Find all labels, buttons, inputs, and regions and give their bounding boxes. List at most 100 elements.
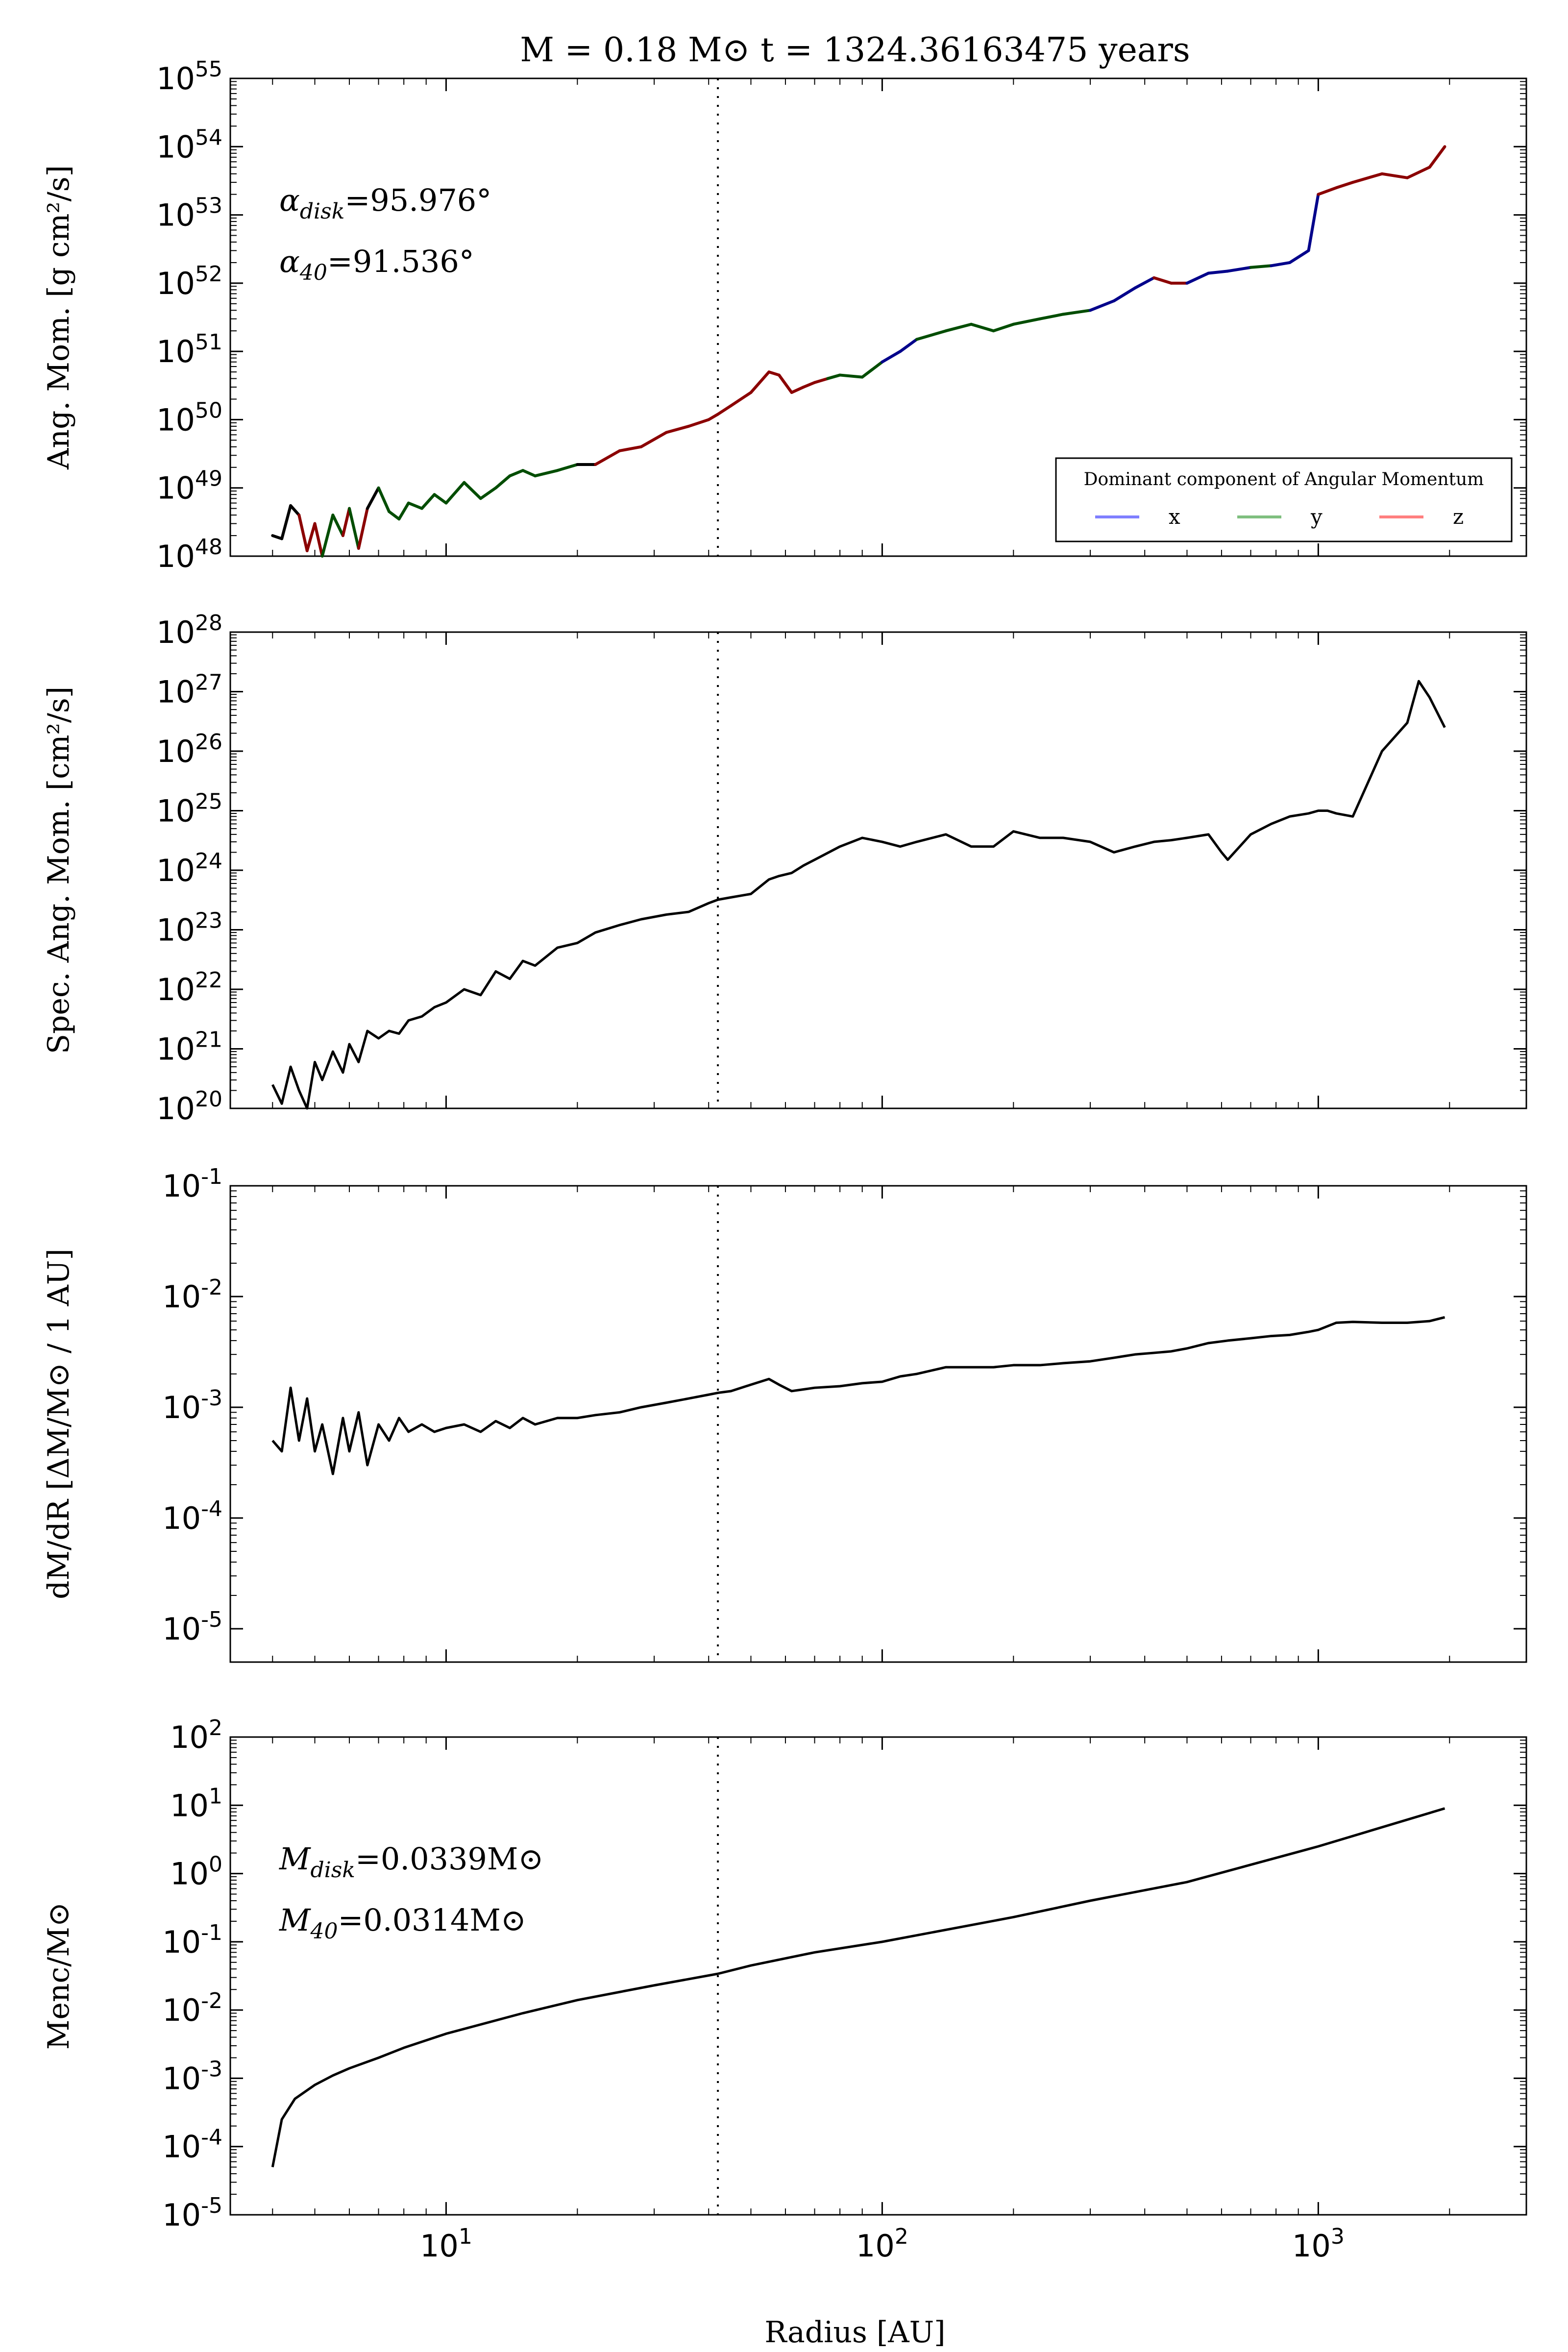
series-segment bbox=[1185, 271, 1210, 285]
series-segment bbox=[534, 469, 559, 478]
legend-box bbox=[1055, 457, 1513, 542]
y-tick-label: 10-2 bbox=[162, 1988, 222, 2028]
series-segment bbox=[1335, 181, 1354, 190]
series-segment bbox=[1061, 309, 1092, 316]
series-segment bbox=[899, 338, 918, 353]
y-tick-label: 1021 bbox=[156, 1028, 222, 1067]
y-tick-label: 10-4 bbox=[162, 2125, 222, 2165]
series-segment bbox=[729, 391, 753, 407]
series-segment bbox=[280, 504, 293, 540]
series-segment bbox=[687, 418, 710, 428]
series-segment bbox=[970, 322, 995, 333]
series-segment bbox=[407, 501, 423, 510]
series-segment bbox=[556, 463, 579, 472]
series-segment bbox=[790, 385, 805, 394]
y-tick-label: 102 bbox=[170, 1715, 222, 1755]
series-segment bbox=[444, 481, 466, 505]
panel-menc: 10-5 10-4 10-3 10-2 10-1 100 101 102 Menc/M⊙ Mdis… bbox=[42, 1715, 1527, 2233]
series-segment bbox=[320, 514, 335, 558]
series-segment bbox=[749, 370, 771, 394]
series-segment bbox=[377, 486, 391, 514]
series-segment bbox=[1270, 261, 1292, 268]
y-tick-label: 1050 bbox=[156, 398, 222, 438]
series-segment bbox=[1012, 317, 1042, 326]
series-segment bbox=[1207, 270, 1229, 275]
x-tick-label: 102 bbox=[856, 2224, 908, 2264]
x-tick-label: 103 bbox=[1292, 2224, 1345, 2264]
y-tick-label: 10-3 bbox=[162, 2057, 222, 2096]
series-segment bbox=[388, 510, 401, 521]
plot-frame bbox=[229, 77, 1527, 557]
series-segment bbox=[707, 413, 720, 421]
y-axis-label: dM/dR [ΔM/M⊙ / 1 AU] bbox=[42, 1249, 76, 1599]
series-segment bbox=[802, 381, 816, 389]
series-segment bbox=[521, 469, 537, 478]
series-segment bbox=[479, 486, 497, 500]
chart-title: M = 0.18 M⊙ t = 1324.36163475 years bbox=[520, 31, 1190, 70]
series-segment bbox=[271, 534, 284, 540]
y-tick-label: 1053 bbox=[156, 194, 222, 233]
y-tick-label: 1022 bbox=[156, 968, 222, 1007]
series-line bbox=[271, 1316, 1446, 1475]
series-line bbox=[271, 1807, 1446, 2168]
series-segment bbox=[366, 486, 380, 510]
y-tick-label: 1049 bbox=[156, 466, 222, 506]
series-segment bbox=[357, 507, 369, 550]
series-segment bbox=[494, 474, 512, 490]
series-segment bbox=[1307, 193, 1320, 252]
series-segment bbox=[1112, 286, 1137, 303]
series-segment bbox=[508, 469, 525, 478]
annotation: α40=91.536° bbox=[279, 244, 474, 285]
y-tick-label: 1020 bbox=[156, 1087, 222, 1127]
series-segment bbox=[289, 504, 301, 517]
series-segment bbox=[313, 522, 324, 558]
x-tick-label: 101 bbox=[420, 2224, 472, 2264]
series-segment bbox=[1089, 299, 1116, 312]
y-tick-label: 10-4 bbox=[162, 1496, 222, 1536]
series-segment bbox=[1317, 186, 1338, 196]
series-segment bbox=[347, 507, 360, 550]
series-segment bbox=[639, 431, 668, 448]
y-tick-label: 1048 bbox=[156, 535, 222, 574]
series-segment bbox=[826, 373, 842, 380]
annotation: M40=0.0314M⊙ bbox=[279, 1902, 526, 1944]
series-segment bbox=[1380, 172, 1409, 179]
series-segment bbox=[881, 350, 902, 364]
y-tick-label: 10-5 bbox=[162, 1607, 222, 1647]
y-tick-label: 1055 bbox=[156, 57, 222, 97]
series-segment bbox=[463, 481, 482, 500]
series-segment bbox=[341, 507, 351, 538]
y-tick-label: 101 bbox=[170, 1784, 222, 1823]
series-segment bbox=[297, 514, 309, 552]
series-segment bbox=[813, 377, 830, 384]
panel-spec-ang-mom: 1020 1021 1022 1023 1024 1025 1026 1027 1028 Spec… bbox=[42, 611, 1527, 1127]
y-tick-label: 10-1 bbox=[162, 1164, 222, 1204]
y-axis-label: Spec. Ang. Mom. [cm²/s] bbox=[42, 686, 76, 1054]
series-segment bbox=[1351, 172, 1384, 184]
series-segment bbox=[594, 449, 621, 466]
series-segment bbox=[944, 322, 973, 333]
series-segment bbox=[777, 373, 793, 394]
series-segment bbox=[1226, 266, 1252, 273]
series-segment bbox=[767, 370, 781, 377]
series-segment bbox=[331, 514, 344, 538]
y-tick-label: 1052 bbox=[156, 262, 222, 301]
y-tick-label: 1054 bbox=[156, 125, 222, 165]
series-segment bbox=[716, 404, 733, 416]
y-tick-label: 1026 bbox=[156, 730, 222, 769]
y-tick-label: 10-5 bbox=[162, 2193, 222, 2233]
y-tick-label: 1024 bbox=[156, 849, 222, 888]
series-segment bbox=[420, 493, 436, 510]
y-tick-label: 1028 bbox=[156, 611, 222, 650]
y-axis-label: Ang. Mom. [g cm²/s] bbox=[42, 165, 76, 470]
legend-label-x: x bbox=[1169, 505, 1180, 529]
series-line bbox=[271, 680, 1446, 1110]
series-segment bbox=[305, 522, 317, 552]
series-segment bbox=[992, 322, 1015, 333]
series-segment bbox=[397, 501, 410, 521]
series-segment bbox=[1152, 276, 1173, 285]
legend-title: Dominant component of Angular Momentum bbox=[1084, 469, 1484, 490]
legend-label-z: z bbox=[1453, 505, 1464, 529]
x-axis-label: Radius [AU] bbox=[764, 2315, 945, 2350]
y-tick-label: 10-1 bbox=[162, 1920, 222, 1960]
